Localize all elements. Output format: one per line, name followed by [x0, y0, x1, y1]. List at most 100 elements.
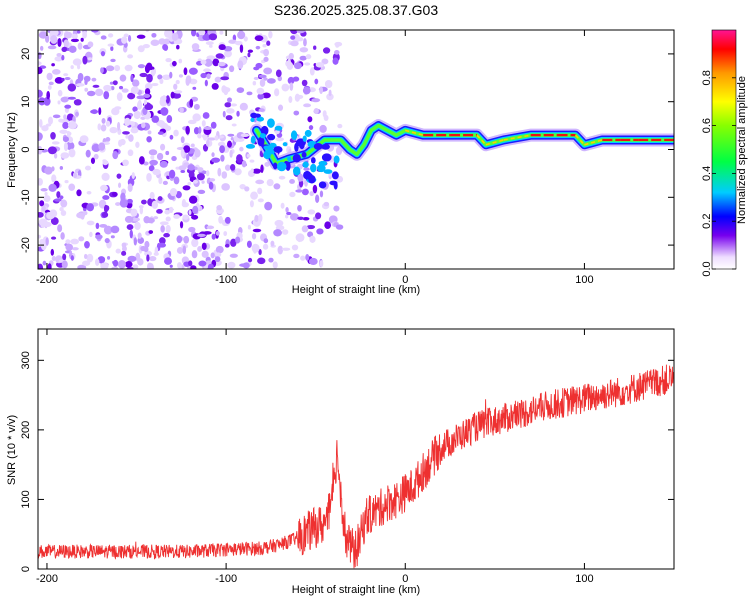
spectrogram-noise-cell: [302, 217, 310, 221]
spectrogram-signal-patch: [316, 164, 326, 173]
x-tick-label: 100: [575, 274, 593, 286]
y-tick-label: 200: [20, 421, 32, 439]
spectrogram-noise-cell: [290, 35, 296, 40]
spectrogram-noise-cell: [188, 195, 198, 204]
spectrogram-noise-cell: [125, 134, 129, 139]
spectrogram-noise-cell: [63, 114, 67, 120]
spectrogram-noise-cell: [313, 107, 319, 115]
spectrogram-noise-cell: [210, 252, 215, 259]
spectrogram-noise-cell: [173, 90, 183, 94]
spectrogram-noise-cell: [48, 81, 54, 86]
spectrogram-noise-cell: [304, 179, 308, 187]
colorbar-tick-label: 0.2: [701, 214, 713, 229]
spectrogram-noise-cell: [237, 30, 246, 40]
spectrogram-signal-patch: [245, 144, 256, 149]
spectrogram-noise-cell: [280, 202, 285, 209]
spectrogram-noise-cell: [192, 86, 197, 90]
spectrogram-noise-cell: [301, 225, 309, 233]
spectrogram-noise-cell: [84, 79, 88, 85]
spectrogram-noise-cell: [70, 238, 80, 245]
spectrogram-noise-cell: [288, 96, 293, 104]
spectrogram-noise-cell: [268, 257, 274, 263]
spectrogram-noise-cell: [275, 69, 282, 78]
spectrogram-noise-cell: [86, 203, 95, 212]
spectrogram-noise-cell: [45, 237, 49, 246]
spectrogram-noise-cell: [259, 79, 266, 87]
spectrogram-noise-cell: [304, 62, 311, 66]
spectrogram-noise-cell: [177, 262, 182, 269]
spectrogram-noise-cell: [309, 235, 316, 243]
spectrogram-noise-cell: [297, 204, 302, 212]
y-tick-label: -20: [20, 237, 32, 253]
spectrogram-noise-cell: [335, 224, 344, 230]
spectrogram-noise-cell: [150, 154, 155, 160]
spectrogram-noise-cell: [296, 94, 304, 99]
snr-series-line: [38, 364, 674, 569]
spectrogram-noise-cell: [258, 249, 262, 256]
spectrogram-noise-cell: [332, 57, 339, 65]
spectrogram-noise-cell: [103, 225, 113, 235]
spectrogram-noise-cell: [62, 253, 67, 261]
spectrogram-noise-cell: [48, 183, 57, 192]
spectrogram-noise-cell: [43, 195, 51, 203]
spectrogram-noise-cell: [130, 127, 139, 134]
spectrogram-noise-cell: [293, 62, 302, 70]
spectrogram-noise-cell: [52, 114, 61, 119]
spectrogram-noise-cell: [104, 87, 112, 92]
spectrogram-signal-patch: [287, 156, 292, 162]
snr-x-ticks: -200 -100 0 100: [36, 329, 594, 585]
spectrogram-noise-cell: [165, 224, 171, 234]
spectrogram-noise-cell: [128, 134, 134, 142]
spectrogram-noise-cell: [298, 179, 304, 188]
spectrogram-noise-cell: [65, 239, 71, 244]
spectrogram-noise-cell: [295, 233, 305, 242]
spectrogram-noise-cell: [44, 166, 53, 175]
spectrogram-noise-cell: [121, 88, 129, 93]
spectrogram-noise-cell: [297, 216, 305, 221]
spectrogram-signal-patch: [310, 163, 317, 173]
spectrogram-noise-cell: [258, 213, 263, 223]
spectrogram-noise-cell: [216, 205, 223, 211]
y-tick-label: 300: [20, 351, 32, 369]
spectrogram-noise-cell: [251, 233, 257, 240]
spectrogram-noise-cell: [255, 62, 263, 69]
spectrogram-noise-cell: [315, 194, 320, 203]
snr-x-axis-title: Height of straight line (km): [292, 584, 420, 596]
spectrogram-ridge-core: [503, 134, 531, 141]
spectrogram-noise-cell: [189, 98, 194, 108]
spectrogram-noise-cell: [290, 30, 299, 35]
spectrogram-noise-cell: [328, 89, 332, 97]
spectrogram-noise-cell: [57, 89, 63, 97]
spectrogram-noise-cell: [224, 102, 232, 108]
spectrogram-noise-cell: [175, 79, 180, 85]
spectrogram-noise-cell: [59, 207, 64, 212]
spectrogram-signal-patch: [269, 142, 277, 149]
spectrogram-noise-cell: [70, 255, 74, 261]
spectrogram-signal-patch: [257, 136, 265, 147]
spectrogram-noise-cell: [179, 221, 184, 229]
spectrogram-noise-cell: [157, 196, 163, 201]
spectrogram-noise-cell: [209, 178, 216, 182]
spectrogram-noise-cell: [39, 200, 45, 207]
spectrogram-noise-cell: [133, 237, 138, 246]
spectrogram-noise-cell: [307, 116, 313, 123]
spectrogram-noise-cell: [277, 245, 284, 255]
spectrogram-noise-cell: [258, 74, 267, 79]
spectrogram-noise-cell: [185, 75, 192, 84]
spectrogram-noise-cell: [192, 205, 199, 215]
spectrogram-noise-cell: [127, 92, 136, 100]
spectrogram-noise-cell: [180, 148, 185, 158]
spectrogram-noise-cell: [219, 145, 226, 154]
spectrogram-noise-cell: [61, 77, 65, 82]
figure-title: S236.2025.325.08.37.G03: [274, 2, 438, 18]
spectrogram-noise-cell: [70, 38, 79, 43]
spectrogram-noise-cell: [105, 120, 111, 127]
spectrogram-noise-cell: [158, 177, 163, 185]
spectrogram-noise-cell: [228, 39, 237, 44]
spectrogram-noise-cell: [198, 126, 202, 134]
spectrogram-signal-patch: [250, 135, 256, 144]
spectrogram-noise-cell: [150, 69, 156, 77]
spectrogram-noise-cell: [180, 136, 185, 144]
spectrogram-signal-patch: [318, 181, 327, 189]
spectrogram-noise-cell: [246, 240, 252, 248]
